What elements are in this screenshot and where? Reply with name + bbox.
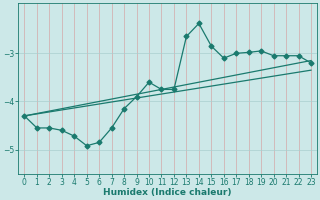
- X-axis label: Humidex (Indice chaleur): Humidex (Indice chaleur): [103, 188, 232, 197]
